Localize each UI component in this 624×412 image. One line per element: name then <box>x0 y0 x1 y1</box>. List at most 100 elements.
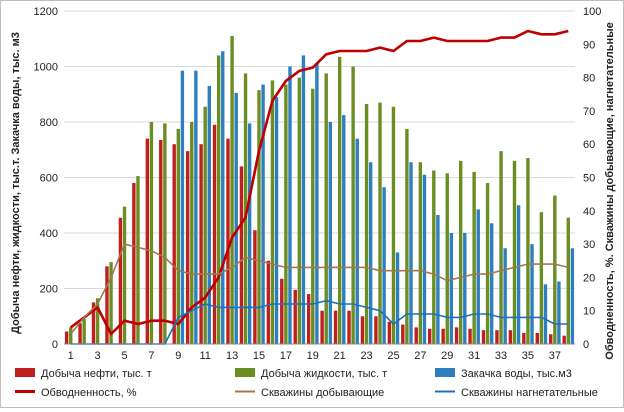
bar-oil <box>306 294 311 344</box>
bar-water-injection <box>557 281 561 344</box>
x-tick-label: 35 <box>522 350 534 362</box>
x-tick-label: 21 <box>334 350 346 362</box>
bar-liquid <box>526 158 530 344</box>
y-right-tick-label: 10 <box>583 306 595 318</box>
y-right-tick-label: 100 <box>583 6 601 18</box>
bar-oil <box>535 332 539 344</box>
y-right-tick-label: 90 <box>583 39 595 51</box>
line-water-cut <box>69 29 569 336</box>
legend-label: Закачка воды, тыс.м3 <box>461 368 572 380</box>
bar-liquid <box>458 160 463 344</box>
bar-liquid <box>190 122 194 344</box>
bar-oil <box>374 316 378 344</box>
bar-water-injection <box>489 223 494 344</box>
bar-water-injection <box>395 252 400 344</box>
gridlines <box>64 10 575 289</box>
legend-label: Скважины добывающие <box>261 387 384 399</box>
legend-swatch <box>235 368 255 377</box>
x-tick-label: 31 <box>468 350 480 362</box>
bar-oil <box>172 144 176 344</box>
x-tick-label: 33 <box>495 350 507 362</box>
legend-label: Добыча нефти, тыс. т <box>41 368 152 380</box>
legend: Добыча нефти, тыс. т Добыча жидкости, тыс… <box>15 368 598 399</box>
bar-oil <box>428 328 432 344</box>
bar-liquid <box>445 173 449 344</box>
y-axis-left-title: Добыча нефти, жидкости, тыс.т. Закачка в… <box>10 32 22 334</box>
bar-water-injection <box>194 70 198 344</box>
legend-swatch <box>15 368 35 377</box>
bar-oil <box>468 328 472 344</box>
y-right-tick-label: 30 <box>583 239 595 251</box>
y-right-tick-label: 80 <box>583 73 595 85</box>
x-tick-label: 25 <box>387 350 399 362</box>
y-right-tick-label: 50 <box>583 173 595 185</box>
bar-liquid <box>297 77 302 344</box>
bar-oil <box>454 327 459 344</box>
bar-liquid <box>216 55 221 345</box>
x-tick-label: 7 <box>148 350 154 362</box>
bar-liquid <box>270 80 275 344</box>
bar-liquid <box>69 327 73 344</box>
bar-liquid <box>391 106 396 344</box>
bar-water-injection <box>422 174 427 344</box>
bar-water-injection <box>274 97 279 345</box>
y-left-tick-label: 1200 <box>34 6 58 18</box>
y-axis-right-title: Обводненность, %. Скважины добывающие, н… <box>604 22 616 359</box>
bar-liquid <box>539 212 544 344</box>
bar-water-injection <box>207 85 211 345</box>
x-tick-label: 19 <box>307 350 319 362</box>
bar-water-injection <box>530 244 534 344</box>
bar-oil <box>333 310 338 344</box>
bar-oil <box>441 328 445 344</box>
x-tick-label: 13 <box>226 350 238 362</box>
y-right-tick-label: 40 <box>583 206 595 218</box>
bar-water-injection <box>234 92 238 344</box>
bar-liquid <box>257 90 261 345</box>
x-tick-label: 29 <box>441 350 453 362</box>
bar-oil <box>64 331 69 344</box>
bar-liquid <box>499 151 503 344</box>
bar-oil <box>481 330 486 344</box>
bar-water-injection <box>261 84 265 344</box>
bar-oil <box>522 332 526 344</box>
bar-liquid <box>82 319 86 344</box>
bar-oil <box>212 124 217 345</box>
y-left-tick-label: 600 <box>40 173 58 185</box>
y-left-tick-label: 800 <box>40 117 58 129</box>
bar-liquid <box>95 298 100 344</box>
bar-oil <box>320 310 324 344</box>
bar-water-injection <box>436 214 440 344</box>
bar-liquid <box>136 176 140 344</box>
y-left-tick-label: 400 <box>40 228 58 240</box>
bar-water-injection <box>463 233 467 344</box>
x-tick-label: 27 <box>414 350 426 362</box>
bar-water-injection <box>382 187 386 344</box>
bar-liquid <box>566 217 570 344</box>
x-tick-label: 17 <box>280 350 292 362</box>
bar-oil <box>562 335 566 344</box>
y-right-tick-label: 70 <box>583 106 595 118</box>
x-tick-label: 23 <box>360 350 372 362</box>
bar-liquid <box>243 73 248 344</box>
y-left-tick-label: 200 <box>40 284 58 296</box>
bar-liquid <box>432 170 436 344</box>
bar-oil <box>132 183 136 344</box>
bar-liquid <box>176 128 181 344</box>
bar-oil <box>508 330 513 344</box>
bar-water-injection <box>368 162 373 344</box>
y-right-tick-label: 0 <box>583 339 589 351</box>
bar-oil <box>226 138 230 344</box>
bar-water-injection <box>328 122 333 344</box>
bar-water-injection <box>570 248 575 344</box>
bar-water-injection <box>449 233 454 344</box>
bar-oil <box>199 144 203 344</box>
legend-label: Обводненность, % <box>41 387 137 399</box>
y-axis-right-ticks: 0 10 20 30 40 50 60 70 80 90 100 <box>583 6 601 351</box>
bar-water-injection <box>543 284 548 344</box>
y-right-tick-label: 20 <box>583 272 595 284</box>
x-tick-label: 5 <box>121 350 127 362</box>
bar-water-injection <box>503 248 507 344</box>
bar-oil <box>78 323 82 344</box>
bar-water-injection <box>301 55 306 345</box>
